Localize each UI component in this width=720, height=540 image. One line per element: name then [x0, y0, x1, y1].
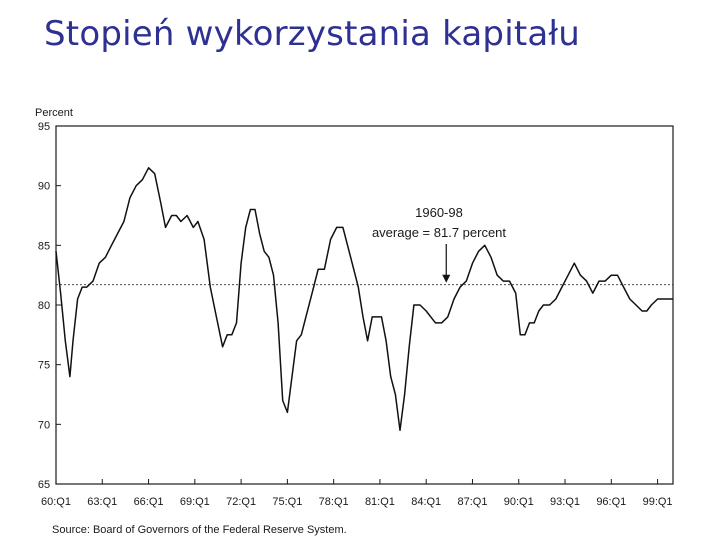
x-tick-label: 72:Q1 [226, 496, 256, 508]
x-tick-label: 60:Q1 [41, 496, 71, 508]
x-axis: 60:Q1 63:Q1 66:Q1 69:Q1 72:Q1 75:Q1 78:Q1 81:Q1… [41, 479, 673, 508]
x-tick-label: 93:Q1 [550, 496, 580, 508]
annotation-arrow-head [442, 274, 451, 283]
capacity-utilization-series-line [55, 167, 673, 432]
x-tick-label: 69:Q1 [180, 496, 210, 508]
x-tick-label: 84:Q1 [411, 496, 441, 508]
x-tick-label: 81:Q1 [365, 496, 395, 508]
y-tick-label: 85 [38, 240, 50, 252]
y-tick-label: 80 [38, 300, 50, 312]
source-note: Source: Board of Governors of the Federa… [52, 524, 347, 536]
x-tick-label: 75:Q1 [272, 496, 302, 508]
x-tick-label: 99:Q1 [643, 496, 673, 508]
x-tick-label: 78:Q1 [319, 496, 349, 508]
x-tick-label: 90:Q1 [504, 496, 534, 508]
plot-frame [55, 125, 674, 485]
y-tick-label: 95 [38, 121, 50, 133]
x-tick-label: 96:Q1 [596, 496, 626, 508]
x-tick-label: 63:Q1 [87, 496, 117, 508]
x-tick-label: 87:Q1 [457, 496, 487, 508]
y-tick-label: 65 [38, 479, 50, 491]
y-tick-label: 75 [38, 360, 50, 372]
y-axis-label: Percent [35, 107, 73, 119]
annotation-period: 1960-98 [415, 205, 463, 220]
slide-title: Stopień wykorzystania kapitału [44, 14, 581, 54]
y-axis: 65 70 75 80 85 90 95 [38, 121, 61, 491]
annotation-arrow [442, 244, 451, 283]
y-tick-label: 90 [38, 181, 50, 193]
x-tick-label: 66:Q1 [134, 496, 164, 508]
y-tick-label: 70 [38, 419, 50, 431]
annotation-average: average = 81.7 percent [372, 225, 506, 240]
